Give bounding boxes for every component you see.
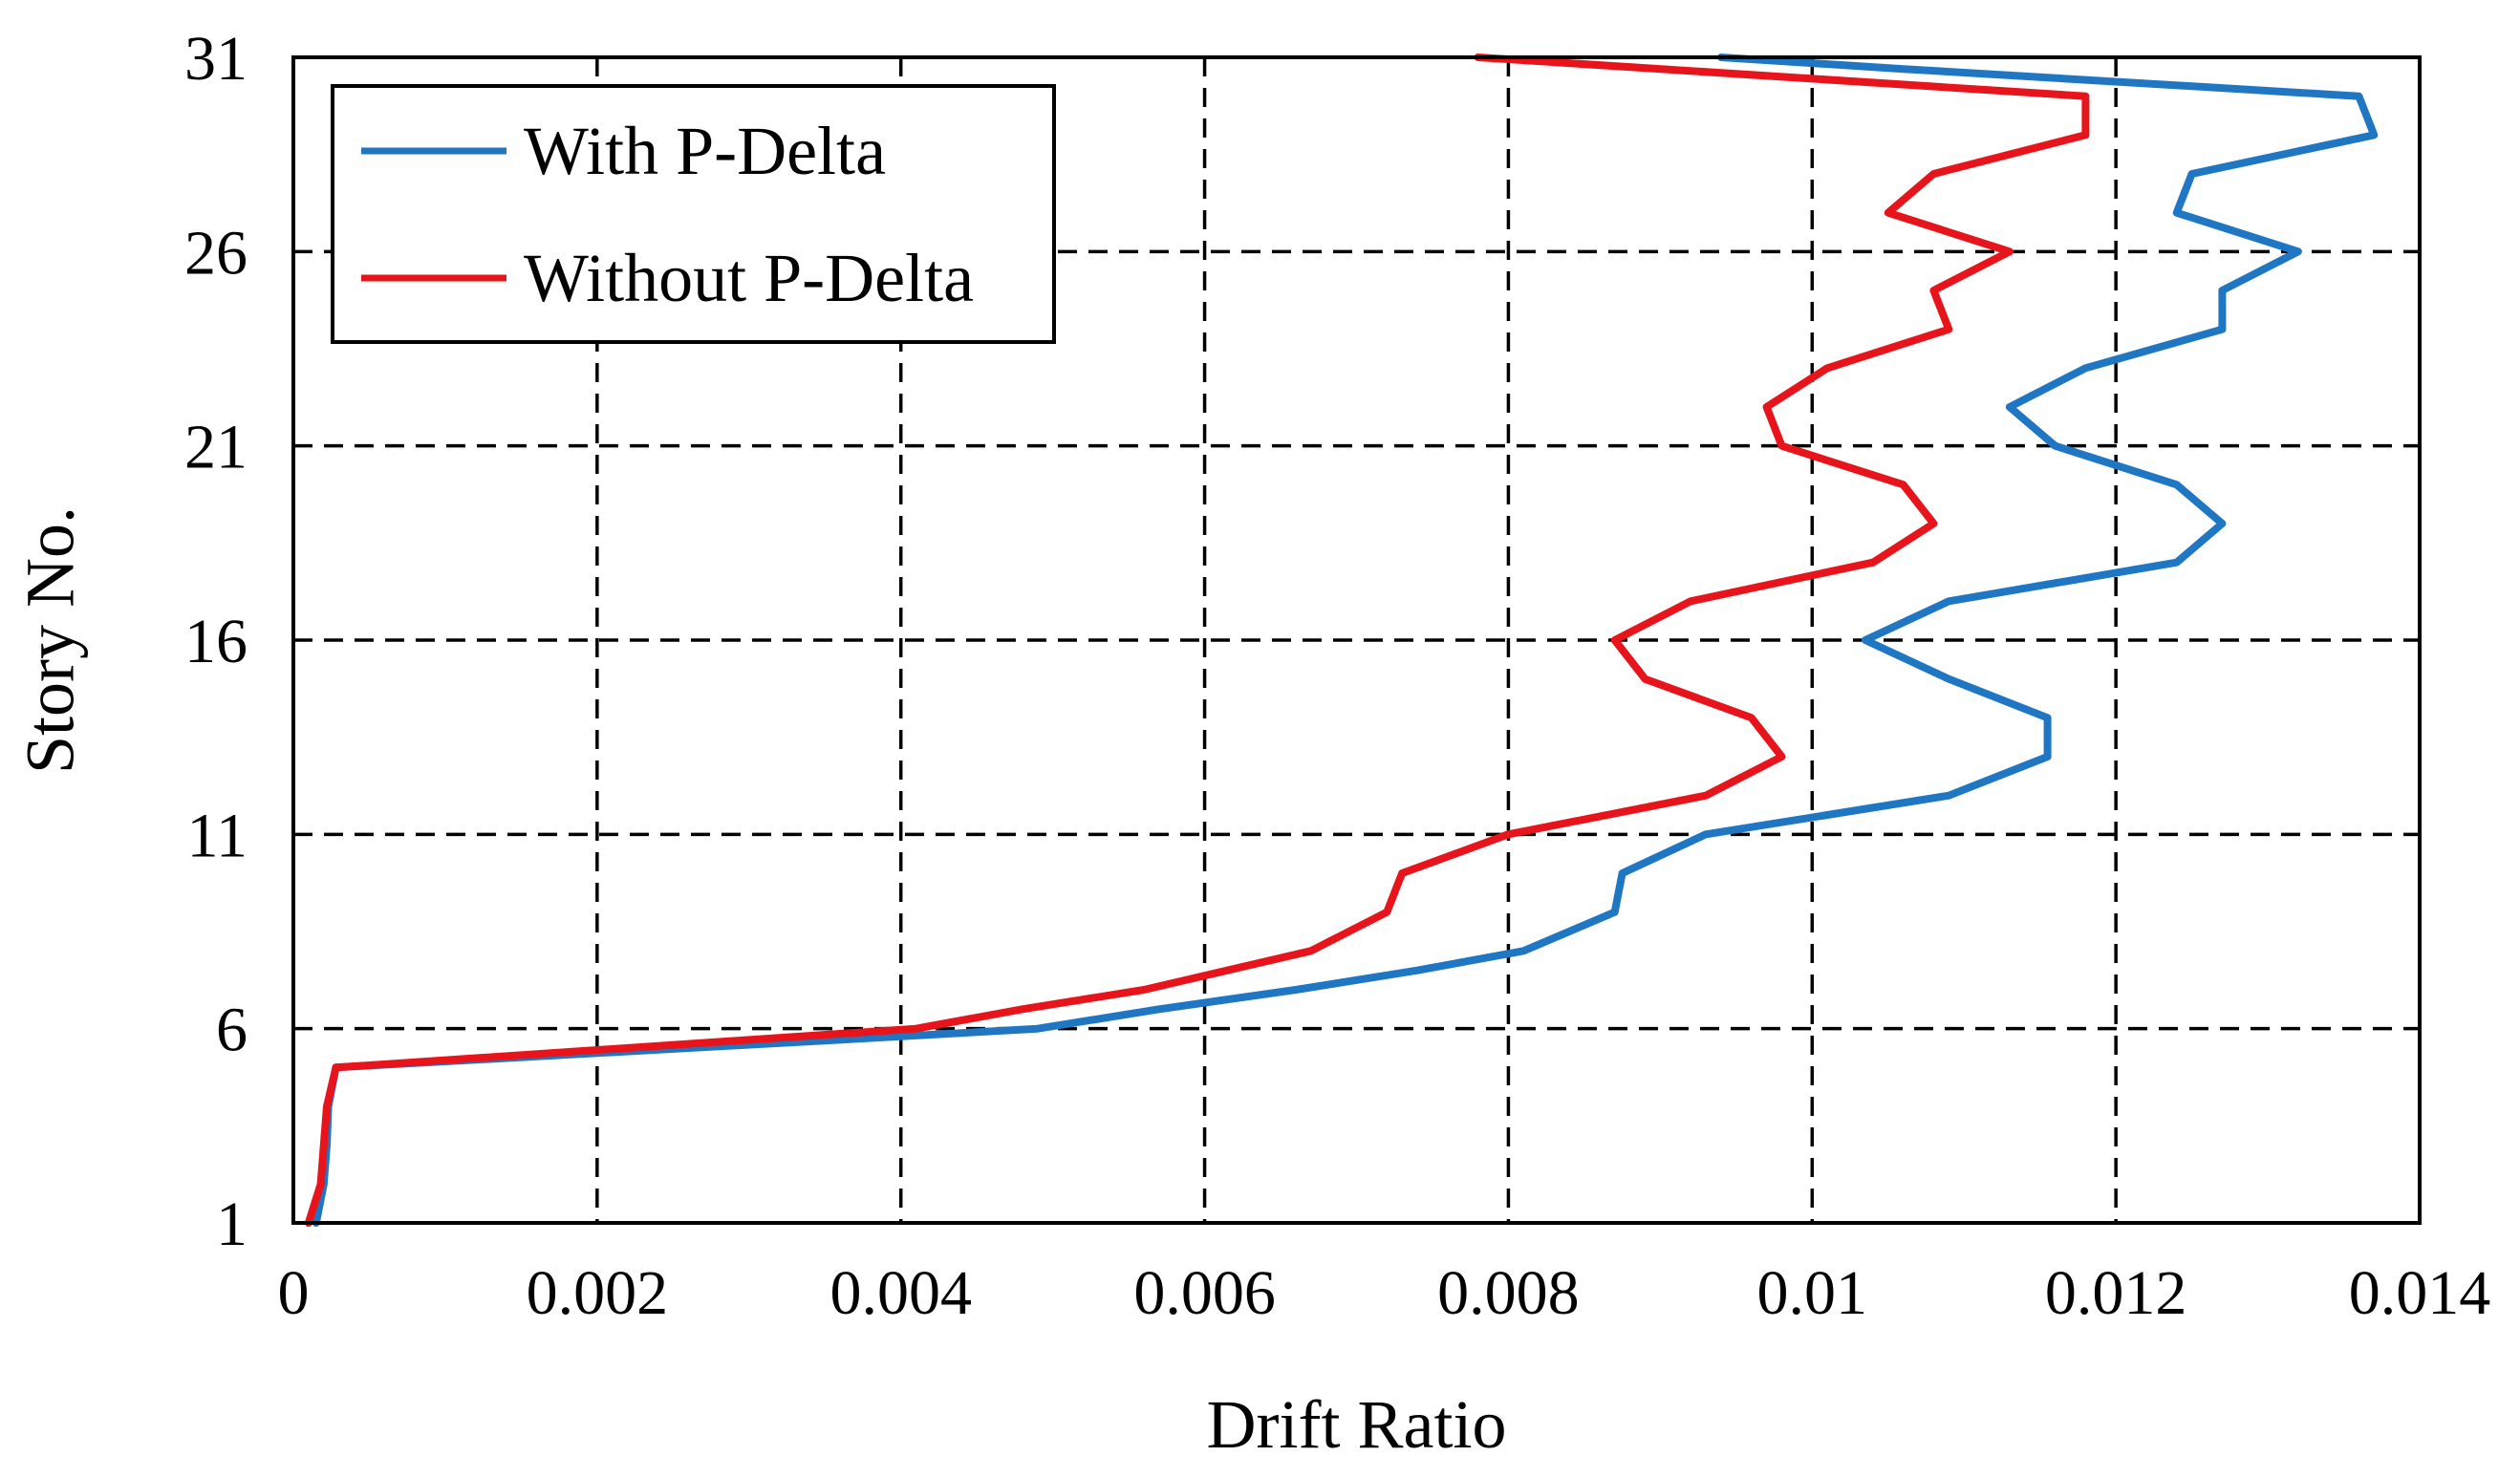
- tick-layer: 0 0.002 0.004 0.006 0.008 0.01 0.012 0.01416111…: [184, 24, 2490, 1328]
- x-tick-label: 0.006: [1133, 1258, 1276, 1328]
- x-axis-label: Drift Ratio: [1207, 1386, 1507, 1463]
- legend-box: [331, 84, 1056, 344]
- x-tick-label: 0.002: [527, 1258, 669, 1328]
- y-tick-label: 6: [216, 996, 248, 1065]
- series-line-without-p-delta: [304, 54, 2090, 1227]
- legend-label-with-p-delta: With P-Delta: [524, 113, 886, 189]
- y-tick-label: 31: [184, 24, 248, 94]
- y-tick-label: 1: [216, 1189, 248, 1259]
- x-tick-label: 0.014: [2349, 1258, 2491, 1328]
- x-tick-label: 0: [278, 1258, 310, 1328]
- y-tick-label: 21: [184, 413, 248, 482]
- x-tick-label: 0.004: [829, 1258, 972, 1328]
- legend: With P-Delta Without P-Delta: [331, 84, 1056, 344]
- series-line-with-p-delta: [312, 54, 2379, 1227]
- x-tick-label: 0.01: [1757, 1258, 1868, 1328]
- x-tick-label: 0.008: [1437, 1258, 1580, 1328]
- y-tick-label: 16: [184, 607, 248, 676]
- y-tick-label: 11: [186, 801, 248, 870]
- series-layer: [304, 54, 2379, 1227]
- y-tick-label: 26: [184, 218, 248, 288]
- legend-label-without-p-delta: Without P-Delta: [524, 240, 974, 316]
- y-axis-label: Story No.: [12, 506, 89, 774]
- plot-frame: [291, 55, 2422, 1225]
- x-tick-label: 0.012: [2045, 1258, 2187, 1328]
